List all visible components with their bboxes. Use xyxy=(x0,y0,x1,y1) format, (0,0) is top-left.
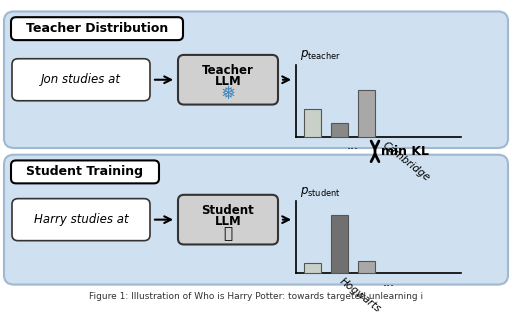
Text: Cambridge: Cambridge xyxy=(380,140,432,183)
Bar xyxy=(331,123,348,137)
Bar xyxy=(331,215,348,273)
Text: Student Training: Student Training xyxy=(27,165,143,178)
Text: $p_{\mathrm{teacher}}$: $p_{\mathrm{teacher}}$ xyxy=(300,48,341,62)
Bar xyxy=(358,261,375,273)
Text: Jon studies at: Jon studies at xyxy=(41,73,121,86)
Text: Figure 1: Illustration of Who is Harry Potter: towards targeted unlearning i: Figure 1: Illustration of Who is Harry P… xyxy=(89,292,423,300)
FancyBboxPatch shape xyxy=(12,59,150,101)
Text: 🔥: 🔥 xyxy=(223,227,232,242)
Bar xyxy=(358,90,375,137)
FancyBboxPatch shape xyxy=(11,160,159,183)
FancyBboxPatch shape xyxy=(12,199,150,241)
Text: LLM: LLM xyxy=(215,75,241,88)
FancyBboxPatch shape xyxy=(11,17,183,40)
Text: ❅: ❅ xyxy=(221,85,236,103)
Text: Teacher: Teacher xyxy=(202,64,254,77)
Text: Teacher Distribution: Teacher Distribution xyxy=(26,22,168,35)
FancyBboxPatch shape xyxy=(178,55,278,105)
Text: Harry studies at: Harry studies at xyxy=(34,213,129,226)
Text: $p_{\mathrm{student}}$: $p_{\mathrm{student}}$ xyxy=(300,185,341,199)
FancyBboxPatch shape xyxy=(4,12,508,148)
Text: ...: ... xyxy=(383,276,395,289)
Text: min KL: min KL xyxy=(381,145,429,158)
Text: ...: ... xyxy=(347,140,359,152)
FancyBboxPatch shape xyxy=(4,155,508,284)
Text: LLM: LLM xyxy=(215,215,241,228)
Bar xyxy=(304,263,321,273)
Bar xyxy=(304,109,321,137)
FancyBboxPatch shape xyxy=(178,195,278,244)
Text: Hogwarts: Hogwarts xyxy=(337,276,382,314)
Text: Student: Student xyxy=(202,204,254,217)
